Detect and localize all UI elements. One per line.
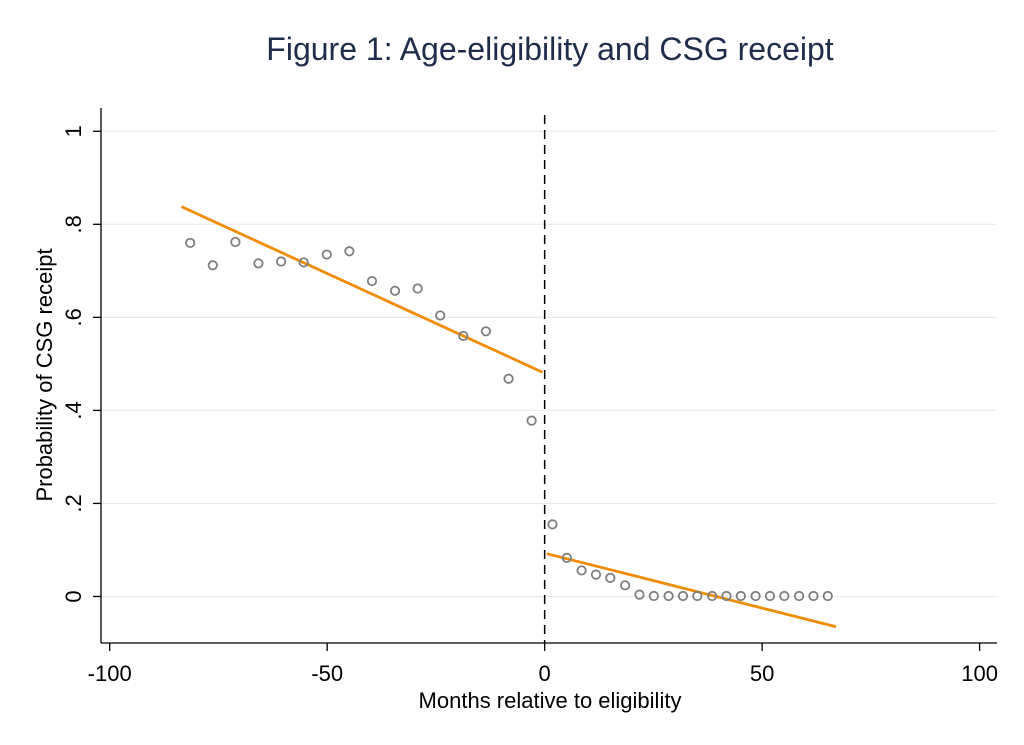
scatter-point-23 — [648, 590, 659, 602]
axes — [100, 108, 997, 644]
scatter-point-15 — [526, 415, 537, 426]
scatter-point-21 — [620, 580, 631, 591]
scatter-point-0 — [185, 237, 196, 249]
scatter-point-1 — [207, 260, 218, 271]
y-axis-label: Probability of CSG receipt — [32, 248, 57, 501]
scatter-point-20 — [605, 572, 616, 583]
x-axis-label: Months relative to eligibility — [419, 688, 682, 713]
x-tick-label-4: 100 — [961, 661, 998, 686]
scatter-point-27 — [707, 590, 718, 602]
scatter-point-6 — [321, 249, 332, 260]
scatter-point-4 — [275, 256, 287, 267]
y-tick-label-3: .6 — [61, 308, 86, 326]
scatter-point-7 — [344, 246, 355, 257]
scatter-point-34 — [808, 590, 819, 602]
y-tick-label-5: 1 — [61, 125, 86, 137]
scatter-point-32 — [779, 590, 790, 602]
gridlines — [101, 130, 997, 598]
scatter-point-14 — [503, 373, 514, 384]
fit-line-2 — [546, 552, 837, 629]
scatter-point-17 — [561, 552, 572, 563]
scatter-point-2 — [230, 236, 241, 248]
scatter-point-18 — [576, 565, 587, 576]
x-tick-label-0: -100 — [88, 661, 132, 686]
scatter-point-35 — [822, 590, 833, 602]
y-tick-label-1: .2 — [61, 494, 86, 512]
x-tick-label-2: 0 — [539, 661, 551, 686]
y-tick-label-4: .8 — [61, 215, 86, 233]
scatter-point-3 — [253, 258, 264, 269]
scatter-point-12 — [458, 330, 469, 342]
scatter-point-25 — [677, 590, 689, 602]
x-axis-ticks: -100 -50 0 50 100 — [88, 643, 998, 686]
x-tick-label-3: 50 — [750, 661, 774, 686]
scatter-point-9 — [389, 285, 401, 296]
fit-lines — [180, 205, 837, 629]
scatter-point-19 — [590, 569, 602, 580]
y-tick-label-2: .4 — [61, 401, 86, 419]
scatter-point-31 — [764, 590, 776, 602]
scatter-point-11 — [435, 310, 446, 321]
scatter-point-22 — [634, 589, 645, 600]
scatter-point-33 — [793, 590, 805, 602]
scatter-point-16 — [547, 519, 558, 530]
scatter-point-28 — [721, 590, 732, 602]
scatter-point-13 — [480, 326, 492, 337]
scatter-point-30 — [750, 590, 761, 602]
y-axis-ticks: 0 .2 .4 .6 .8 1 — [61, 125, 101, 603]
scatter-points — [185, 236, 833, 602]
scatter-point-24 — [663, 590, 674, 602]
fit-line-1 — [180, 205, 544, 374]
scatter-point-10 — [412, 283, 423, 294]
scatter-point-5 — [298, 257, 309, 268]
y-tick-label-0: 0 — [61, 590, 86, 602]
scatter-point-29 — [735, 590, 746, 602]
scatter-point-26 — [692, 590, 703, 602]
chart-title: Figure 1: Age-eligibility and CSG receip… — [266, 31, 834, 67]
x-tick-label-1: -50 — [311, 661, 343, 686]
scatter-point-8 — [366, 275, 378, 287]
